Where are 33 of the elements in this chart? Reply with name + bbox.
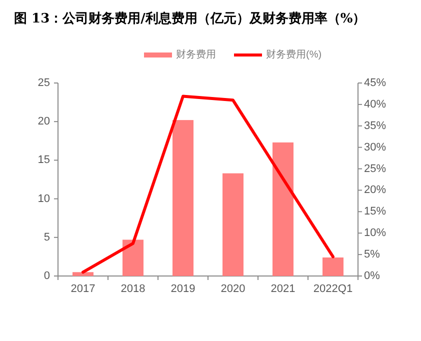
x-tick-label: 2020 (220, 283, 246, 295)
y2-tick-label: 45% (364, 77, 386, 89)
x-tick-label: 2021 (270, 283, 296, 295)
bar (72, 272, 94, 276)
x-tick-label: 2017 (70, 283, 96, 295)
y2-tick-label: 25% (364, 162, 386, 175)
y2-tick-label: 40% (364, 98, 386, 110)
y-tick-label: 20 (38, 116, 50, 128)
legend-label: 财务费用(%) (266, 48, 322, 60)
y-tick-label: 10 (38, 192, 50, 205)
bar (172, 120, 194, 276)
x-tick-label: 2018 (120, 283, 146, 295)
y2-tick-label: 15% (364, 206, 386, 218)
y2-tick-label: 30% (364, 141, 386, 154)
y2-tick-label: 35% (364, 120, 386, 132)
y-tick-label: 5 (44, 231, 50, 244)
bar (222, 173, 244, 276)
legend-财务费用(%): 财务费用(%) (234, 50, 322, 60)
y2-tick-label: 10% (364, 227, 386, 240)
y-tick-label: 0 (44, 270, 50, 282)
bar (272, 142, 294, 276)
bar (322, 257, 344, 276)
y2-tick-label: 5% (364, 248, 380, 261)
y2-tick-label: 0% (364, 270, 380, 282)
x-tick-label: 2019 (170, 283, 196, 295)
y-tick-label: 15 (38, 154, 50, 166)
chart-title: 图 13：公司财务费用/利息费用（亿元）及财务费用率（%） (14, 10, 366, 26)
y-tick-label: 25 (38, 77, 50, 89)
legend-label: 财务费用 (176, 48, 216, 60)
x-tick-label: 2022Q1 (313, 283, 353, 295)
legend-财务费用: 财务费用 (144, 50, 216, 60)
y2-tick-label: 20% (364, 184, 386, 196)
bar (122, 240, 144, 276)
